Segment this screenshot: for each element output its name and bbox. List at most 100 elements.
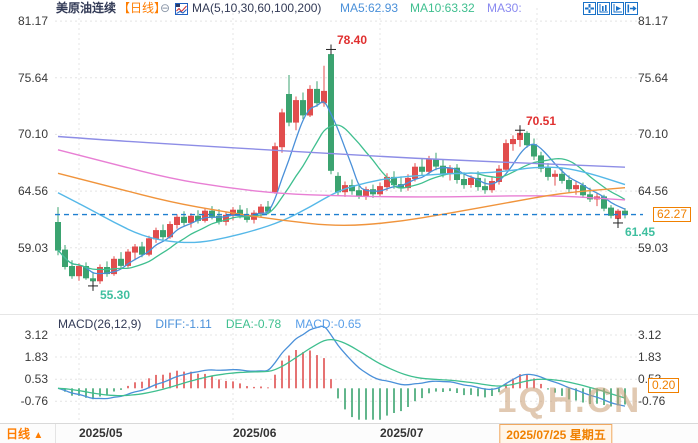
candle xyxy=(524,131,530,148)
extreme-cross-marker xyxy=(613,217,623,228)
date-axis-label: 2025/05 xyxy=(79,426,123,440)
candle xyxy=(300,92,306,120)
indicator-chart-icon[interactable] xyxy=(175,3,188,18)
candle xyxy=(321,65,327,107)
candle xyxy=(160,224,166,240)
ma100-line xyxy=(57,172,626,226)
macd-macd-value: MACD:-0.65 xyxy=(295,317,362,331)
candle xyxy=(475,171,481,191)
candle xyxy=(363,186,369,200)
macd-axis-tick: -0.76 xyxy=(20,394,48,409)
candle xyxy=(188,213,194,228)
candle xyxy=(503,139,509,172)
symbol-title: 美原油连续 xyxy=(56,1,117,15)
candle xyxy=(412,163,418,182)
price-axis-tick: 75.64 xyxy=(638,70,669,85)
candle xyxy=(293,96,299,131)
price-axis-tick: 59.03 xyxy=(17,240,48,255)
macd-histogram xyxy=(64,350,626,420)
candle xyxy=(307,85,313,117)
candle xyxy=(139,241,145,258)
price-axis-tick: 81.17 xyxy=(638,14,669,29)
candle xyxy=(377,182,383,197)
ma5-line xyxy=(57,101,626,275)
candle xyxy=(202,208,208,223)
price-annotation: 61.45 xyxy=(625,224,656,239)
candle xyxy=(552,170,558,186)
candle xyxy=(482,178,488,194)
candle xyxy=(111,256,117,276)
macd-title: MACD(26,12,9) xyxy=(58,317,142,331)
candle xyxy=(76,263,82,281)
candle xyxy=(433,152,439,171)
price-axis-tick: 70.10 xyxy=(17,127,48,142)
candle xyxy=(153,227,159,243)
macd-dea-value: DEA:-0.78 xyxy=(225,317,282,331)
jump-to-latest-button[interactable] xyxy=(625,2,638,15)
price-axis-tick: 64.56 xyxy=(638,184,669,199)
price-annotation: 78.40 xyxy=(337,33,368,48)
candle xyxy=(132,244,138,261)
candle xyxy=(594,192,600,207)
candle xyxy=(181,211,187,226)
period-selector[interactable]: 日线 ▲ xyxy=(0,424,56,443)
ma10-line xyxy=(57,124,626,271)
macd-header: MACD(26,12,9) DIFF:-1.11 DEA:-0.78 MACD:-0.… xyxy=(58,317,375,331)
candle xyxy=(622,208,628,219)
auto-scroll-button[interactable] xyxy=(611,2,624,15)
period-up-arrow-icon: ▲ xyxy=(33,430,44,441)
price-annotation: 70.51 xyxy=(526,114,557,129)
extreme-cross-marker xyxy=(326,44,336,55)
candle xyxy=(279,108,285,153)
candle xyxy=(398,176,404,192)
ma-settings-label: MA(5,10,30,60,100,200) xyxy=(192,1,322,15)
candle xyxy=(461,172,467,189)
candle xyxy=(83,262,89,280)
highlighted-date-label: 2025/07/25 星期五 xyxy=(499,424,613,443)
candle xyxy=(489,177,495,193)
candle xyxy=(286,75,292,127)
ma200-line xyxy=(57,135,626,168)
ma10-value-label: MA10:63.32 xyxy=(410,1,475,15)
candle xyxy=(419,158,425,176)
macd-axis-tick: 3.12 xyxy=(638,328,662,343)
price-axis-tick: 64.56 xyxy=(17,184,48,199)
chart-header: 美原油连续 【日线】 ⊖ MA(5,10,30,60,100,200) MA5:… xyxy=(0,0,698,17)
candle xyxy=(174,214,180,229)
price-annotation: 55.30 xyxy=(100,287,131,302)
price-axis-tick: 81.17 xyxy=(17,14,48,29)
ma30-value-label: MA30: xyxy=(487,1,522,15)
candle xyxy=(531,138,537,160)
last-price-badge: 62.27 xyxy=(653,206,692,222)
macd-axis-tick: 1.83 xyxy=(638,350,662,365)
period-selector-label: 日线 xyxy=(6,427,31,441)
macd-axis-tick: -0.76 xyxy=(638,394,666,409)
date-axis-label: 2025/06 xyxy=(233,426,277,440)
ma5-value-label: MA5:62.93 xyxy=(340,1,399,15)
macd-diff-value: DIFF:-1.11 xyxy=(155,317,212,331)
candle xyxy=(545,163,551,181)
ma60-line xyxy=(57,149,626,201)
candle xyxy=(608,205,614,219)
candle xyxy=(328,49,334,175)
price-axis-tick: 75.64 xyxy=(17,70,48,85)
candle xyxy=(314,81,320,107)
date-axis-bar: 日线 ▲ 2025/07/25 星期五 2025/05 2025/06 2025/0… xyxy=(0,423,698,443)
ma30-line xyxy=(57,166,626,244)
candle xyxy=(118,252,124,269)
pan-tool-button[interactable] xyxy=(583,2,596,15)
price-axis-tick: 70.10 xyxy=(638,127,669,142)
price-axis-tick: 59.03 xyxy=(638,240,669,255)
period-tag: 【日线】 xyxy=(118,1,167,15)
candle xyxy=(272,142,278,194)
macd-current-badge: 0.20 xyxy=(648,377,680,393)
extreme-cross-marker xyxy=(515,125,525,136)
macd-diff-line xyxy=(57,325,626,407)
candle xyxy=(146,235,152,257)
collapse-indicator-icon[interactable]: ⊖ xyxy=(160,1,171,15)
candle xyxy=(566,175,572,193)
macd-dea-line xyxy=(57,338,626,399)
y-axis-scale-button[interactable] xyxy=(597,2,610,15)
